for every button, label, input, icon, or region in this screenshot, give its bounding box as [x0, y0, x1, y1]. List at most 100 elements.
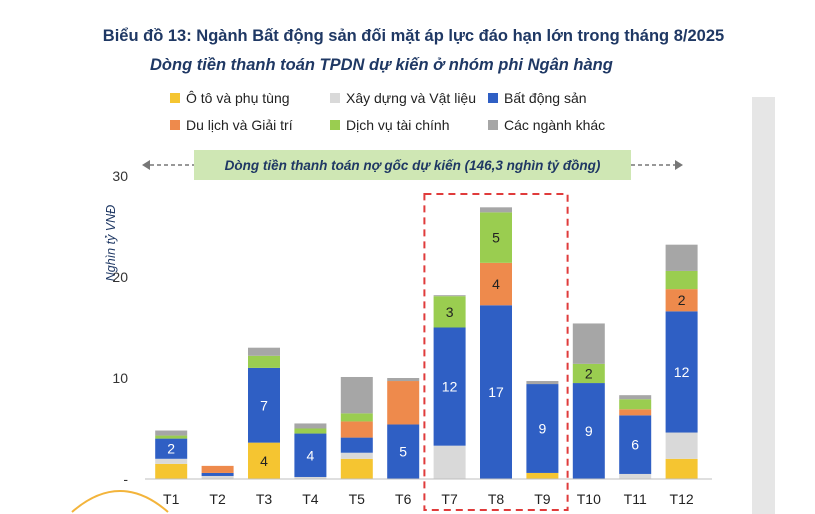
x-tick-label: T6	[395, 491, 412, 507]
bar-segment	[619, 409, 652, 416]
data-label: 17	[488, 384, 504, 400]
bar-segment	[340, 437, 373, 453]
y-tick-label: 20	[112, 269, 128, 285]
legend-item: Dịch vụ tài chính	[330, 117, 450, 133]
legend-swatch	[170, 120, 180, 130]
bar-segment	[340, 413, 373, 422]
bar-segment	[387, 381, 420, 425]
banner-arrow-right	[631, 160, 683, 170]
bar-segment	[387, 378, 420, 382]
legend-item: Ô tô và phụ tùng	[170, 90, 290, 106]
bar-segment	[433, 445, 466, 479]
bar-segment	[155, 435, 188, 439]
banner-arrow-left	[142, 160, 194, 170]
bar-segment	[480, 212, 512, 263]
bar-segment	[665, 270, 698, 290]
data-label: 2	[678, 292, 686, 308]
bar-segment	[665, 244, 698, 271]
x-tick-label: T12	[670, 491, 694, 507]
data-label: 12	[442, 379, 458, 395]
legend-label: Ô tô và phụ tùng	[186, 90, 290, 106]
bar-segment	[248, 367, 280, 443]
bar-segment	[433, 327, 466, 446]
bar-segment	[340, 458, 373, 479]
bar-segment	[155, 458, 188, 464]
legend-label: Du lịch và Giải trí	[186, 117, 293, 133]
legend-label: Bất động sản	[504, 90, 587, 106]
data-label: 12	[674, 364, 690, 380]
bar-segment	[572, 363, 605, 384]
legend-item: Du lịch và Giải trí	[170, 117, 293, 133]
bar-segment	[480, 305, 512, 479]
x-tick-label: T2	[209, 491, 226, 507]
x-tick-label: T1	[163, 491, 180, 507]
x-tick-label: T10	[577, 491, 601, 507]
bar-segment	[201, 475, 234, 479]
data-label: 2	[167, 441, 175, 457]
bar-segment	[387, 424, 420, 479]
legend-swatch	[488, 93, 498, 103]
bar-segment	[340, 452, 373, 459]
bar-segment	[248, 347, 280, 356]
data-label: 7	[260, 397, 268, 413]
x-tick-label: T7	[441, 491, 458, 507]
bar-segment	[155, 430, 188, 436]
data-label: 9	[585, 423, 593, 439]
highlight-box	[423, 193, 569, 511]
bar-segment	[480, 207, 512, 213]
data-label: 2	[585, 365, 593, 381]
x-tick-label: T3	[256, 491, 273, 507]
data-label: 4	[307, 447, 315, 463]
data-label: 5	[492, 230, 500, 246]
bar-segment	[572, 383, 605, 479]
data-label: 3	[446, 304, 454, 320]
decorative-arc	[71, 490, 169, 513]
x-tick-label: T9	[534, 491, 551, 507]
x-tick-label: T5	[349, 491, 366, 507]
data-label: 4	[260, 453, 268, 469]
chart-title: Biểu đồ 13: Ngành Bất động sản đối mặt á…	[102, 27, 725, 45]
bar-segment	[340, 376, 373, 414]
data-label: 5	[399, 444, 407, 460]
bar-segment	[619, 395, 652, 400]
bar-segment	[294, 433, 327, 477]
bar-segment	[526, 381, 559, 385]
bar-segment	[480, 262, 512, 306]
bar-segment	[294, 423, 327, 429]
bar-segment	[665, 289, 698, 312]
legend-swatch	[488, 120, 498, 130]
bar-segment	[294, 428, 327, 434]
bar-segment	[155, 463, 188, 479]
x-tick-label: T4	[302, 491, 319, 507]
legend-swatch	[330, 120, 340, 130]
bar-segment	[340, 421, 373, 438]
repayment-banner: Dòng tiền thanh toán nợ gốc dự kiến (146…	[194, 150, 631, 180]
bar-segment	[201, 472, 234, 476]
bar-segment	[619, 473, 652, 479]
legend-item: Bất động sản	[488, 90, 587, 106]
y-tick-label: 10	[112, 370, 128, 386]
x-tick-label: T11	[624, 491, 647, 507]
bar-segment	[526, 384, 559, 473]
legend-swatch	[170, 93, 180, 103]
bar-segment	[248, 355, 280, 368]
bar-segment	[665, 311, 698, 433]
bar-segment	[433, 295, 466, 297]
legend-item: Xây dựng và Vật liệu	[330, 90, 476, 106]
data-label: 6	[631, 437, 639, 453]
side-scrollbar	[752, 97, 775, 514]
x-tick-label: T8	[488, 491, 505, 507]
bar-segment	[619, 399, 652, 410]
data-label: 4	[492, 276, 500, 292]
bar-segment	[619, 415, 652, 474]
y-tick-label: -	[123, 471, 128, 487]
legend-label: Các ngành khác	[504, 117, 606, 133]
legend-label: Xây dựng và Vật liệu	[346, 90, 477, 106]
bar-segment	[248, 442, 280, 479]
bar-segment	[201, 465, 234, 473]
data-label: 9	[539, 421, 547, 437]
legend-swatch	[330, 93, 340, 103]
bar-segment	[155, 438, 188, 459]
chart-subtitle: Dòng tiền thanh toán TPDN dự kiến ở nhóm…	[150, 56, 613, 74]
